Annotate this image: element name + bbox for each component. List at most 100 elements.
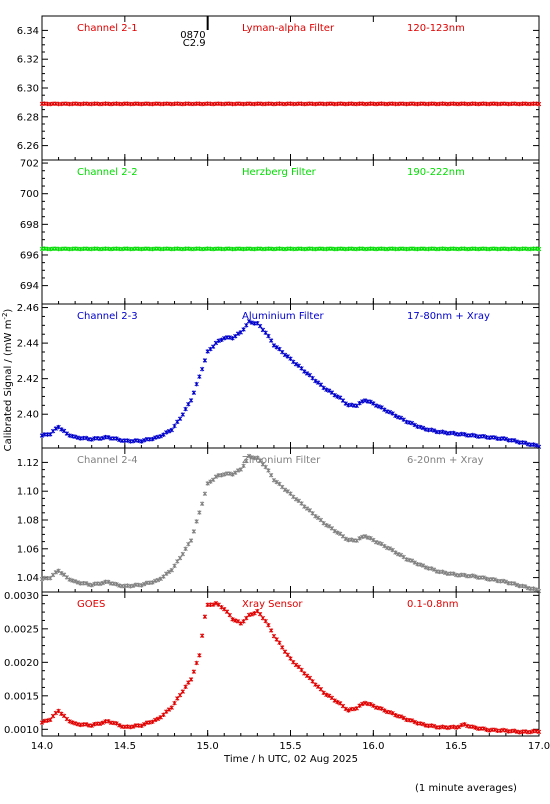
data-point (188, 398, 194, 403)
data-point (429, 566, 434, 571)
data-point (274, 637, 279, 642)
band-label: 17-80nm + Xray (407, 311, 490, 322)
data-point (139, 439, 144, 444)
data-point (382, 708, 387, 713)
data-point (249, 612, 254, 617)
data-point (324, 387, 329, 392)
data-point (398, 552, 404, 558)
data-point (241, 619, 246, 624)
data-point (429, 427, 434, 432)
data-point (139, 723, 144, 729)
data-point (219, 337, 224, 343)
series-3 (39, 319, 542, 449)
y-tick-label: 1.04 (17, 573, 39, 584)
data-point (373, 403, 379, 408)
data-point (266, 333, 271, 339)
data-point (211, 344, 216, 349)
data-point (114, 436, 119, 441)
data-point (412, 719, 417, 725)
data-point (166, 429, 172, 434)
data-point (523, 584, 528, 589)
data-point (72, 721, 78, 726)
data-point (431, 428, 437, 433)
data-point (64, 431, 70, 436)
data-point (238, 467, 243, 472)
data-point (536, 101, 542, 107)
y-tick-label: 700 (20, 189, 39, 200)
data-point (230, 472, 235, 477)
data-point (172, 563, 177, 569)
data-point (53, 570, 58, 575)
data-point (48, 717, 53, 722)
data-point (357, 536, 362, 541)
x-tick-label: 16.0 (362, 741, 384, 752)
data-point (536, 246, 542, 252)
data-point (194, 381, 199, 387)
data-point (213, 601, 219, 606)
data-point (100, 435, 105, 441)
data-point (169, 705, 174, 710)
data-point (153, 717, 158, 723)
data-point (263, 330, 268, 335)
y-tick-label: 2.42 (17, 374, 39, 385)
data-point (169, 567, 174, 573)
data-point (398, 415, 404, 421)
data-point (89, 723, 94, 728)
data-point (216, 338, 221, 344)
data-point (166, 569, 172, 575)
data-point (244, 323, 249, 328)
band-label: 120-123nm (407, 23, 465, 34)
band-label: 190-222nm (407, 167, 465, 178)
filter-label: Zirconium Filter (242, 455, 321, 466)
data-point (335, 530, 340, 535)
data-point (84, 722, 89, 727)
data-point (205, 481, 210, 486)
data-point (164, 709, 169, 714)
data-point (470, 432, 475, 438)
data-point (288, 491, 293, 496)
data-point (456, 724, 462, 730)
data-point (534, 443, 539, 448)
data-point (335, 394, 340, 399)
y-tick-label: 698 (20, 220, 39, 231)
x-axis-title: Time / h UTC, 02 Aug 2025 (223, 754, 358, 765)
y-tick-label: 0.0025 (4, 624, 39, 635)
data-point (511, 438, 517, 443)
x-tick-label: 15.5 (279, 741, 301, 752)
data-point (473, 433, 478, 438)
y-tick-label: 1.08 (17, 516, 39, 527)
data-point (158, 434, 163, 439)
data-point (197, 510, 202, 515)
data-point (368, 535, 373, 541)
data-point (274, 345, 279, 350)
data-point (534, 587, 539, 592)
y-tick-label: 1.12 (17, 458, 39, 469)
data-point (409, 718, 415, 723)
data-point (164, 571, 169, 576)
y-tick-label: 0.0010 (4, 725, 39, 736)
filter-label: Herzberg Filter (242, 167, 317, 178)
data-point (360, 701, 365, 707)
data-point (266, 622, 271, 628)
data-point (288, 656, 293, 661)
data-point (470, 724, 475, 729)
data-point (473, 574, 478, 579)
data-point (440, 429, 445, 434)
data-point (362, 700, 368, 706)
data-point (230, 617, 235, 622)
data-point (244, 458, 249, 464)
data-point (382, 543, 387, 549)
panel-frame (41, 447, 540, 593)
data-point (302, 369, 307, 374)
data-point (368, 702, 373, 707)
data-point (191, 390, 197, 395)
data-point (257, 458, 263, 463)
data-point (313, 378, 318, 384)
data-point (72, 579, 78, 584)
x-tick-label: 14.0 (31, 741, 53, 752)
data-point (59, 711, 64, 717)
channel-label: Channel 2-3 (77, 311, 138, 322)
data-point (442, 570, 448, 576)
panel-frame (41, 15, 540, 161)
